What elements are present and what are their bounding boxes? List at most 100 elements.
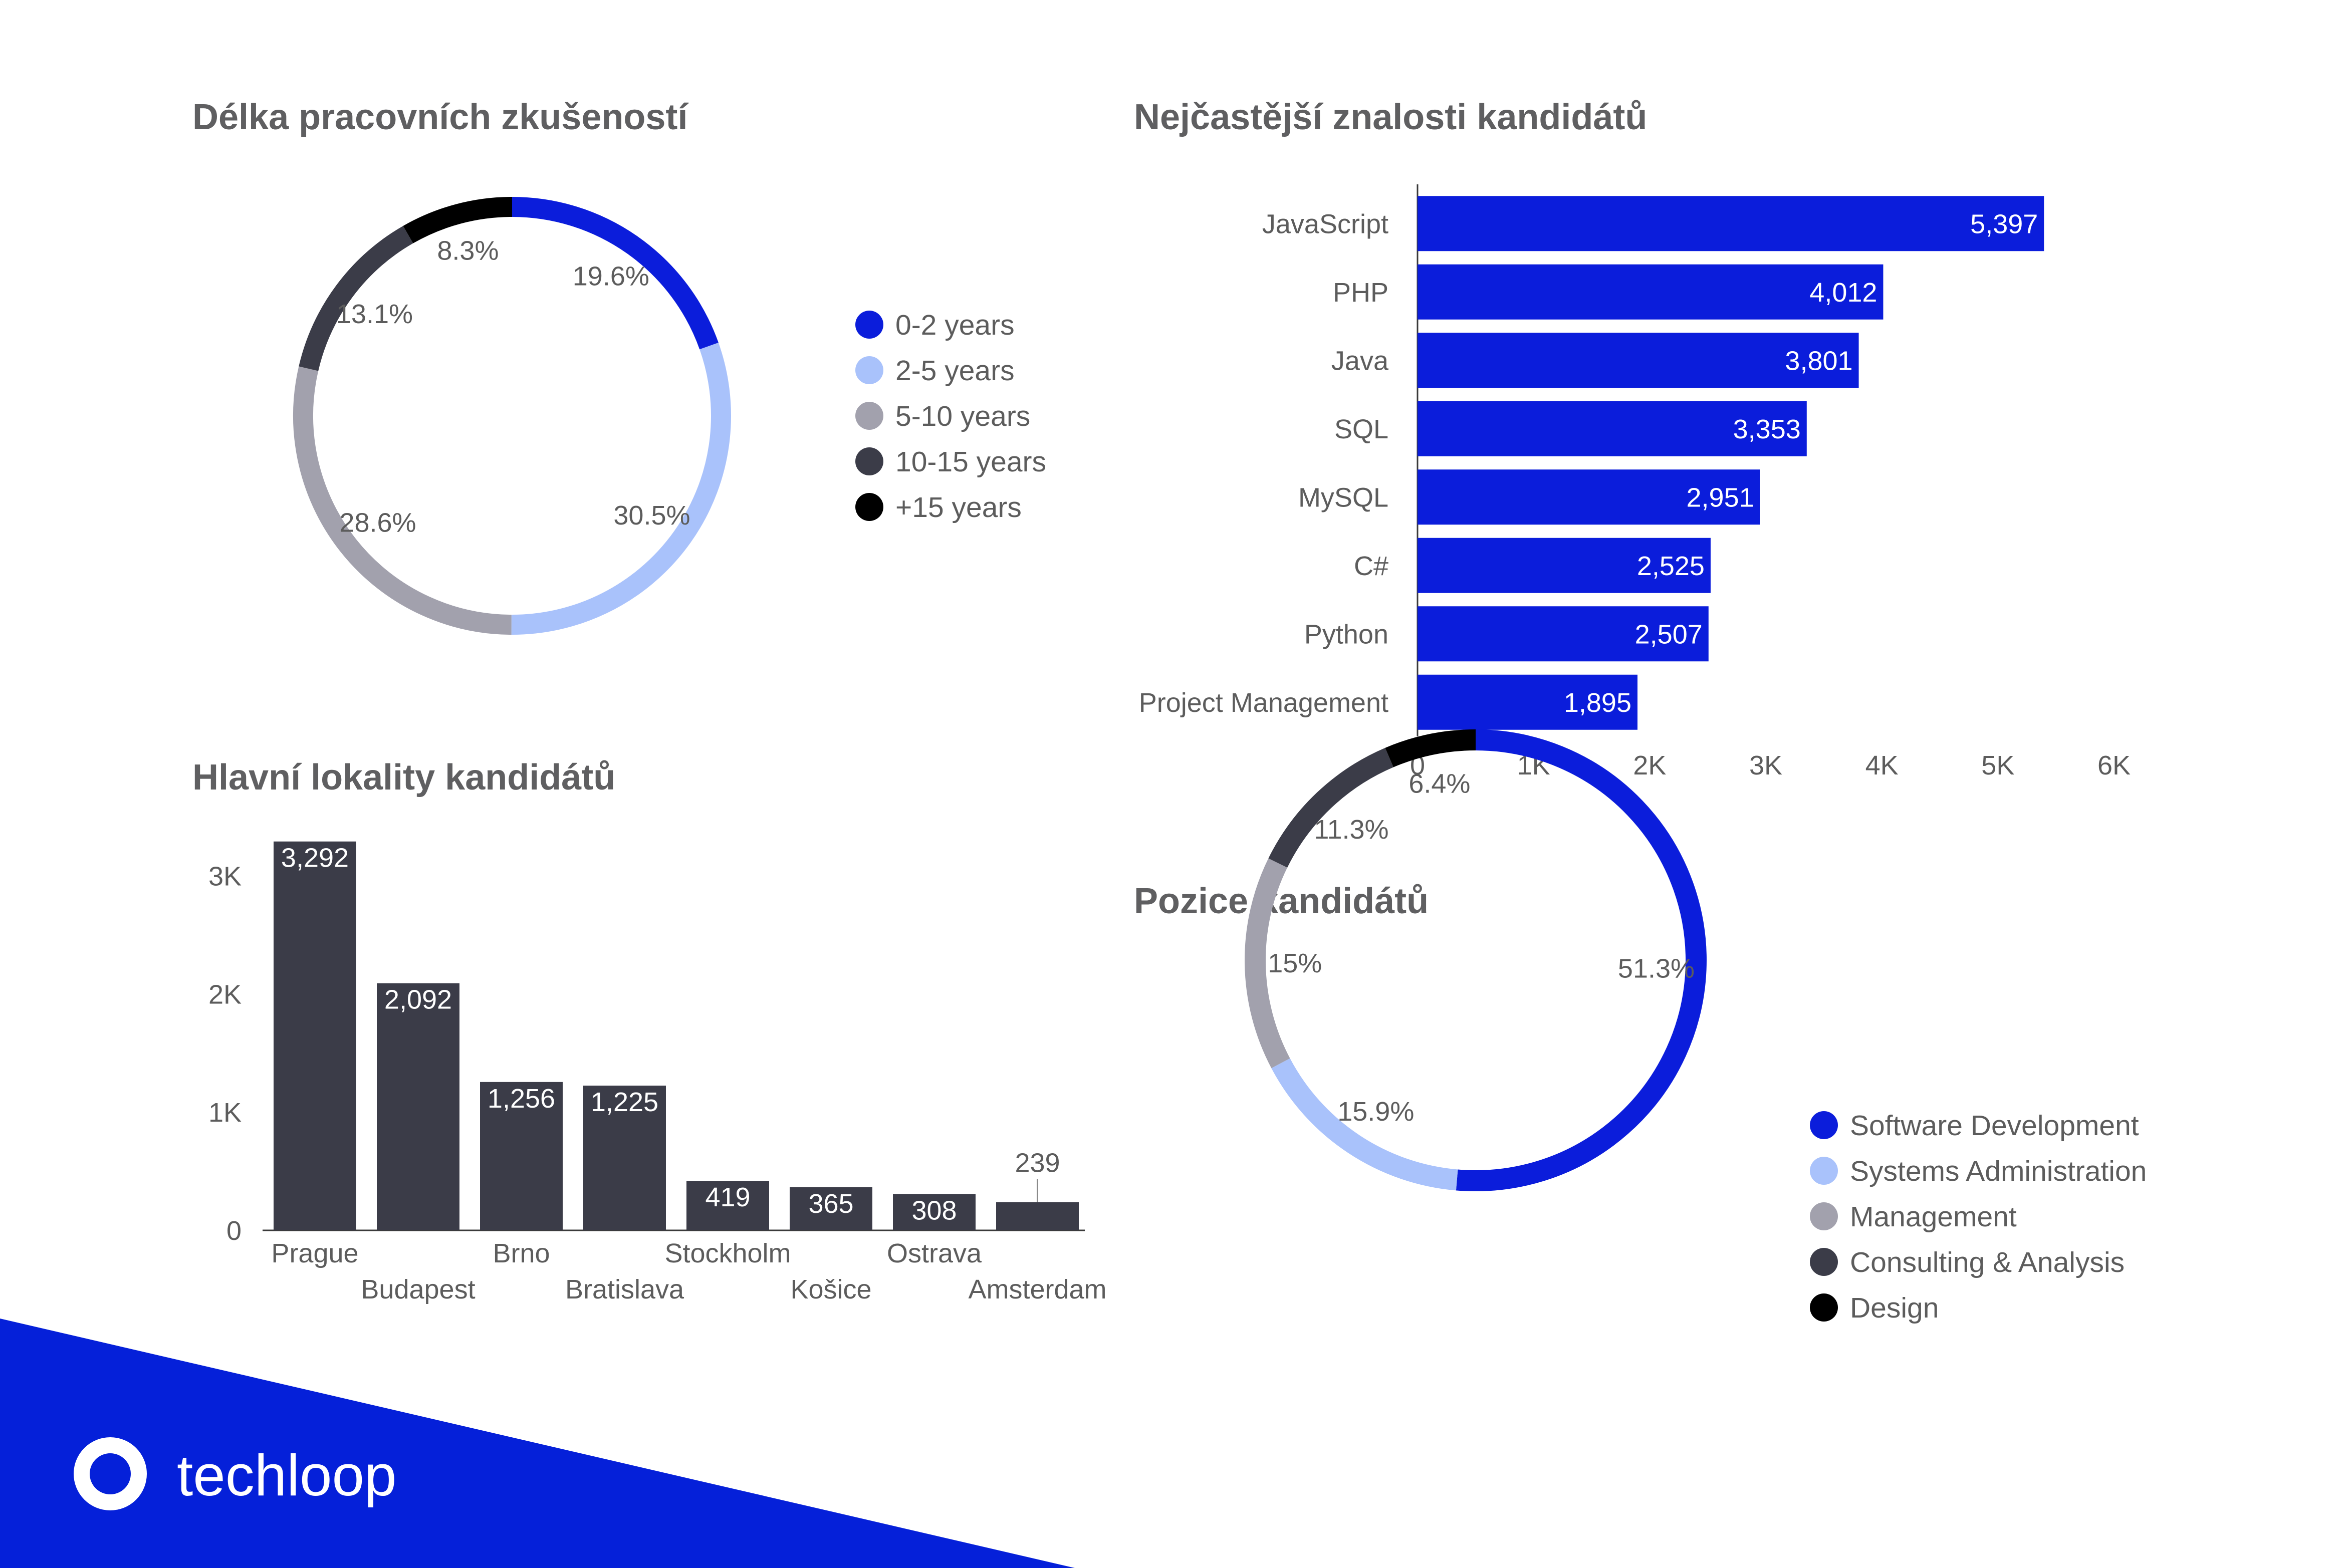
- donut-slice-10-15-years: [299, 225, 413, 371]
- bar-stockholm: [686, 1181, 769, 1230]
- donut-percent-label: 15%: [1268, 948, 1322, 978]
- bar-value-label: 308: [911, 1195, 957, 1225]
- bar-sql: [1418, 401, 1807, 456]
- category-label: Košice: [790, 1274, 871, 1304]
- brand-name: techloop: [177, 1443, 397, 1508]
- x-tick-label: 5K: [1981, 750, 2014, 780]
- bar-value-label: 3,353: [1733, 414, 1801, 444]
- legend-marker-0-2-years: [855, 311, 883, 339]
- bar-php: [1418, 264, 1884, 320]
- donut-percent-label: 13.1%: [336, 299, 413, 329]
- category-label: C#: [1354, 551, 1388, 581]
- category-label: SQL: [1334, 414, 1388, 444]
- locations-chart: Hlavní lokality kandidátů 0 1K 2K 3K 3,292 Pr…: [192, 757, 1107, 1304]
- legend-marker-software-development: [1810, 1111, 1838, 1139]
- legend-label-0-2-years: 0-2 years: [895, 309, 1015, 341]
- y-tick-label: 2K: [208, 979, 242, 1009]
- bar-value-label: 4,012: [1809, 278, 1877, 308]
- legend-marker-management: [1810, 1202, 1838, 1230]
- legend-label-software-development: Software Development: [1850, 1110, 2139, 1142]
- legend-label-15-years: +15 years: [895, 491, 1022, 524]
- legend-label-5-10-years: 5-10 years: [895, 400, 1030, 432]
- bar-value-label: 365: [808, 1189, 853, 1219]
- experience-chart-title: Délka pracovních zkušeností: [192, 97, 688, 137]
- donut-percent-label: 30.5%: [613, 500, 690, 531]
- bar-amsterdam: [996, 1202, 1079, 1230]
- techloop-ring-logo-icon: [74, 1437, 147, 1510]
- experience-legend: 0-2 years 2-5 years 5-10 years 10-15 years +…: [855, 309, 1046, 524]
- bar-value-label: 239: [1015, 1148, 1060, 1178]
- bar-value-label: 1,895: [1564, 688, 1631, 718]
- bar-c: [1418, 538, 1711, 593]
- category-label: Python: [1304, 619, 1388, 649]
- bar-value-label: 3,801: [1785, 346, 1852, 376]
- legend-marker-10-15-years: [855, 447, 883, 475]
- brand-banner: [0, 1319, 1075, 1568]
- legend-marker-consulting-analysis: [1810, 1248, 1838, 1276]
- locations-bar-plot: 0 1K 2K 3K 3,292 Prague 2,092 Budapest 1,256 Brno…: [208, 841, 1107, 1304]
- donut-percent-label: 6.4%: [1408, 768, 1470, 799]
- donut-slice-management: [1245, 858, 1290, 1069]
- bar-javascript: [1418, 196, 2044, 251]
- category-label: Prague: [271, 1238, 358, 1268]
- brand-logo[interactable]: techloop: [74, 1437, 397, 1510]
- donut-percent-label: 28.6%: [339, 507, 416, 538]
- bar-value-label: 3,292: [281, 843, 349, 873]
- legend-marker-systems-administration: [1810, 1157, 1838, 1185]
- y-tick-label: 1K: [208, 1098, 242, 1128]
- skills-bar-plot: JavaScript 5,397 PHP 4,012 Java 3,801 SQL 3,353…: [1139, 184, 2131, 780]
- bar-value-label: 2,507: [1635, 619, 1703, 649]
- category-label: Java: [1331, 346, 1389, 376]
- donut-slice-0-2-years: [512, 197, 719, 350]
- category-label: PHP: [1333, 278, 1388, 308]
- x-tick-label: 4K: [1865, 750, 1899, 780]
- category-label: Stockholm: [664, 1238, 791, 1268]
- positions-legend: Software Development Systems Administrati…: [1810, 1110, 2147, 1324]
- y-tick-label: 0: [226, 1216, 242, 1246]
- category-label: Bratislava: [565, 1274, 684, 1304]
- legend-label-2-5-years: 2-5 years: [895, 355, 1015, 387]
- bar-java: [1418, 333, 1859, 388]
- bar-ostrava: [893, 1194, 976, 1230]
- bar-value-label: 5,397: [1970, 209, 2038, 239]
- donut-slice-consulting-analysis: [1268, 747, 1393, 868]
- legend-label-consulting-analysis: Consulting & Analysis: [1850, 1246, 2125, 1278]
- donut-slice-systems-administration: [1271, 1058, 1458, 1191]
- bar-value-label: 419: [705, 1182, 750, 1212]
- donut-percent-label: 8.3%: [437, 236, 499, 266]
- bar-python: [1418, 606, 1709, 662]
- category-label: Ostrava: [887, 1238, 982, 1268]
- legend-label-10-15-years: 10-15 years: [895, 446, 1046, 478]
- bar-brno: [480, 1082, 563, 1230]
- legend-label-design: Design: [1850, 1292, 1939, 1324]
- legend-marker-15-years: [855, 493, 883, 521]
- category-label: Project Management: [1139, 688, 1388, 718]
- donut-slice-design: [1385, 729, 1476, 767]
- locations-chart-title: Hlavní lokality kandidátů: [192, 757, 615, 798]
- x-tick-label: 6K: [2097, 750, 2131, 780]
- positions-donut: 51.3% 15.9% 15% 11.3% 6.4%: [1245, 729, 1707, 1191]
- positions-chart: Pozice kandidátů 51.3%15.9%15%11.3%6.4% …: [1134, 729, 2147, 1324]
- bar-bratislava: [583, 1086, 666, 1230]
- legend-marker-2-5-years: [855, 356, 883, 384]
- x-tick-label: 2K: [1633, 750, 1666, 780]
- category-label: JavaScript: [1262, 209, 1388, 239]
- donut-slice-2-5-years: [511, 343, 731, 635]
- y-tick-label: 3K: [208, 862, 242, 892]
- donut-percent-label: 19.6%: [573, 262, 649, 292]
- bar-value-label: 1,256: [488, 1084, 555, 1114]
- legend-marker-design: [1810, 1293, 1838, 1322]
- donut-percent-label: 51.3%: [1618, 953, 1695, 983]
- positions-chart-title: Pozice kandidátů: [1134, 881, 1429, 921]
- category-label: Brno: [493, 1238, 550, 1268]
- bar-prague: [274, 841, 356, 1230]
- donut-percent-label: 15.9%: [1337, 1097, 1414, 1127]
- bar-project-management: [1418, 674, 1638, 730]
- bar-budapest: [377, 983, 459, 1230]
- donut-slice-15-years: [403, 197, 513, 243]
- experience-chart: Délka pracovních zkušeností 19.6% 30.5% 28…: [192, 97, 1046, 635]
- skills-chart: Nejčastější znalosti kandidátů JavaScrip…: [1134, 97, 2131, 780]
- skills-chart-title: Nejčastější znalosti kandidátů: [1134, 97, 1647, 137]
- bar-ko-ice: [790, 1187, 872, 1230]
